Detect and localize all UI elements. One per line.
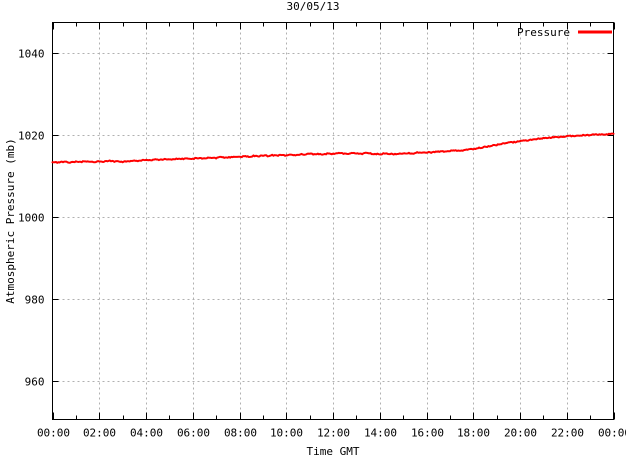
x-tick-label: 22:00 xyxy=(551,427,584,440)
y-tick-label: 980 xyxy=(25,294,45,307)
x-tick-label: 02:00 xyxy=(83,427,116,440)
chart-title: 30/05/13 xyxy=(286,0,340,13)
x-tick-label: 20:00 xyxy=(504,427,537,440)
x-tick-label: 10:00 xyxy=(270,427,303,440)
plot-frame xyxy=(52,22,614,420)
legend: Pressure xyxy=(517,26,612,39)
x-axis-title: Time GMT xyxy=(307,445,360,458)
x-tick-label: 00:00 xyxy=(598,427,626,440)
x-tick-label: 14:00 xyxy=(364,427,397,440)
series-line-pressure xyxy=(51,132,615,164)
minor-ticks xyxy=(76,22,591,420)
major-ticks xyxy=(52,22,615,420)
x-tick-label: 08:00 xyxy=(224,427,257,440)
legend-item-pressure-label: Pressure xyxy=(517,26,570,39)
x-tick-label: 06:00 xyxy=(177,427,210,440)
data-series-layer xyxy=(51,132,615,164)
y-axis-tick-labels: 960 980 1000 1020 1040 xyxy=(18,48,45,389)
y-axis-title: Atmospheric Pressure (mb) xyxy=(4,138,17,304)
x-tick-label: 00:00 xyxy=(37,427,70,440)
x-axis-tick-labels: 00:00 02:00 04:00 06:00 08:00 10:00 12:00 14:00… xyxy=(37,427,626,440)
x-tick-label: 12:00 xyxy=(317,427,350,440)
y-tick-label: 960 xyxy=(25,376,45,389)
gridlines xyxy=(52,22,614,420)
y-tick-label: 1000 xyxy=(18,212,45,225)
x-tick-label: 04:00 xyxy=(130,427,163,440)
y-tick-label: 1040 xyxy=(18,48,45,61)
x-tick-label: 16:00 xyxy=(411,427,444,440)
y-tick-label: 1020 xyxy=(18,130,45,143)
x-tick-label: 18:00 xyxy=(457,427,490,440)
